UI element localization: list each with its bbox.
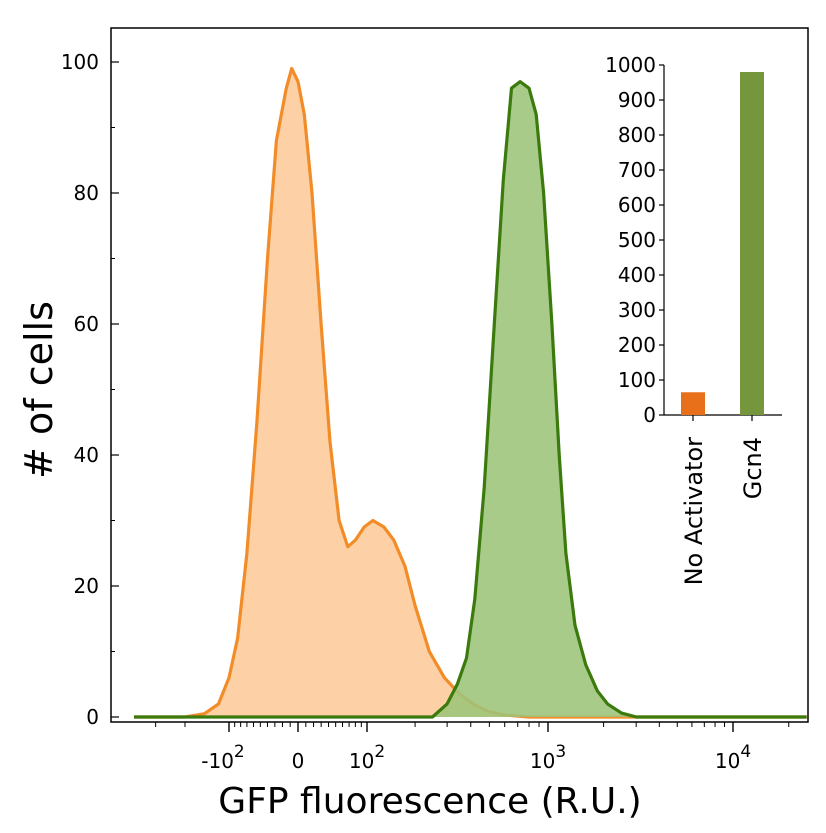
inset-category-label-1: Gcn4 — [739, 437, 767, 499]
x-tick-label-2: 102 — [349, 742, 385, 773]
y-tick-label-4: 80 — [74, 181, 99, 205]
main-plot-frame — [110, 27, 809, 723]
inset-y-tick-label-0: 0 — [643, 403, 656, 427]
series-0-line — [134, 66, 807, 719]
inset-y-tick-label-6: 600 — [618, 193, 656, 217]
inset-y-axis: 0 100 200 300 400 500 600 700 800 900 1000 — [605, 53, 664, 427]
x-tick-label-0: -102 — [201, 742, 245, 773]
y-tick-label-3: 60 — [74, 312, 99, 336]
main-series-group — [134, 66, 807, 719]
x-tick-label-3: 103 — [530, 742, 566, 773]
inset-bar-0 — [681, 392, 705, 415]
y-tick-label-0: 0 — [86, 705, 99, 729]
series-0-area — [134, 68, 807, 717]
main-x-axis: -102 0 102 103 104 — [155, 722, 790, 773]
x-tick-label-1: 0 — [292, 749, 305, 773]
y-axis-title: # of cells — [17, 301, 61, 479]
y-tick-label-1: 20 — [74, 574, 99, 598]
main-y-axis: 0 20 40 60 80 100 — [61, 50, 119, 729]
inset-y-tick-label-9: 900 — [618, 88, 656, 112]
inset-bar-1 — [740, 72, 764, 415]
inset-category-label-0: No Activator — [680, 437, 708, 586]
inset-y-tick-label-4: 400 — [618, 263, 656, 287]
inset-y-tick-label-3: 300 — [618, 298, 656, 322]
x-axis-title: GFP fluorescence (R.U.) — [218, 781, 641, 822]
inset-y-tick-label-7: 700 — [618, 158, 656, 182]
y-tick-label-2: 40 — [74, 443, 99, 467]
inset-y-tick-label-2: 200 — [618, 333, 656, 357]
inset-y-tick-label-10: 1000 — [605, 53, 656, 77]
y-tick-label-5: 100 — [61, 50, 99, 74]
inset-y-tick-label-5: 500 — [618, 228, 656, 252]
inset-bars: No Activator Gcn4 — [680, 72, 767, 585]
x-tick-label-4: 104 — [715, 742, 751, 773]
inset-y-tick-label-1: 100 — [618, 368, 656, 392]
inset-bar-chart: 0 100 200 300 400 500 600 700 800 900 1000 No Acti… — [605, 53, 782, 585]
inset-y-tick-label-8: 800 — [618, 123, 656, 147]
series-1-line — [134, 80, 807, 719]
